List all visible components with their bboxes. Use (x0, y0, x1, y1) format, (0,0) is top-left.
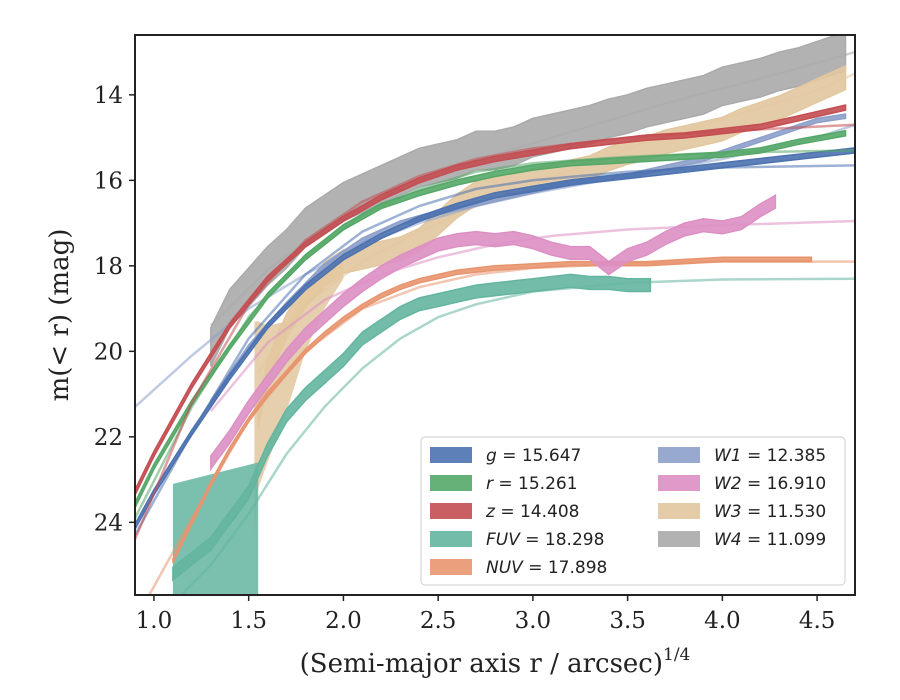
y-tick-label: 18 (94, 254, 123, 280)
series-w3-inner-band (254, 257, 344, 540)
series-nuv (147, 256, 855, 595)
series-w2-profile-band (210, 194, 777, 472)
legend-item-r: r = 15.261 (430, 474, 578, 494)
legend: g = 15.647 r = 15.261 z = 14.408 FUV = 18.2… (420, 436, 846, 586)
series-r (135, 129, 855, 519)
legend-label: g = 15.647 (486, 446, 581, 466)
legend-swatch (430, 475, 472, 491)
x-tick-label: 2.5 (420, 608, 457, 634)
legend-item-w3: W3 = 11.530 (658, 502, 826, 522)
legend-swatch (430, 503, 472, 519)
y-axis-label: m(< r) (mag) (45, 229, 75, 402)
legend-item-g: g = 15.647 (430, 446, 581, 466)
x-tick-label: 3.5 (609, 608, 646, 634)
legend-swatch (658, 503, 700, 519)
y-tick-label: 22 (94, 425, 123, 451)
x-tick-label: 1.0 (136, 608, 173, 634)
legend-item-z: z = 14.408 (430, 502, 579, 522)
series-fuv (172, 273, 855, 595)
x-axis: 1.0 1.5 2.0 2.5 3.0 3.5 4.0 4.5 (136, 595, 836, 634)
legend-label: FUV = 18.298 (486, 530, 604, 550)
series-fuv-profile-band (172, 273, 652, 582)
legend-swatch (430, 559, 472, 575)
legend-item-w2: W2 = 16.910 (658, 474, 826, 494)
series-z (135, 104, 855, 540)
x-tick-label: 1.5 (230, 608, 267, 634)
y-tick-label: 20 (94, 339, 123, 365)
legend-swatch (658, 531, 700, 547)
y-tick-label: 14 (94, 83, 123, 109)
y-tick-label: 16 (94, 168, 123, 194)
x-axis-label: (Semi-major axis r / arcsec)1/4 (300, 645, 691, 679)
series-w2 (209, 194, 855, 472)
x-tick-label: 2.0 (325, 608, 362, 634)
legend-swatch (658, 475, 700, 491)
legend-label: W4 = 11.099 (714, 530, 826, 550)
legend-item-fuv: FUV = 18.298 (430, 530, 604, 550)
legend-swatch (430, 531, 472, 547)
x-tick-label: 4.5 (799, 608, 836, 634)
legend-label: W1 = 12.385 (714, 446, 826, 466)
plot-area (135, 35, 855, 595)
series-z-profile-band (135, 104, 847, 496)
series-r-profile-band (135, 129, 847, 509)
legend-label: z = 14.408 (485, 502, 579, 522)
y-axis: 14 16 18 20 22 24 (94, 83, 135, 536)
series-g (135, 147, 855, 536)
legend-item-w4: W4 = 11.099 (658, 530, 826, 550)
series-nuv-profile-band (172, 256, 813, 564)
x-tick-label: 3.0 (515, 608, 552, 634)
legend-label: W3 = 11.530 (714, 502, 826, 522)
series-g-profile-band (135, 147, 855, 530)
x-tick-label: 4.0 (704, 608, 741, 634)
legend-item-w1: W1 = 12.385 (658, 446, 826, 466)
legend-item-nuv: NUV = 17.898 (430, 558, 607, 578)
series-w4 (209, 35, 855, 367)
legend-box (420, 436, 846, 586)
legend-swatch (658, 447, 700, 463)
legend-label: r = 15.261 (486, 474, 578, 494)
legend-swatch (430, 447, 472, 463)
plot-frame (134, 34, 856, 596)
y-tick-label: 24 (94, 510, 123, 536)
legend-label: NUV = 17.898 (486, 558, 607, 578)
legend-label: W2 = 16.910 (714, 474, 826, 494)
